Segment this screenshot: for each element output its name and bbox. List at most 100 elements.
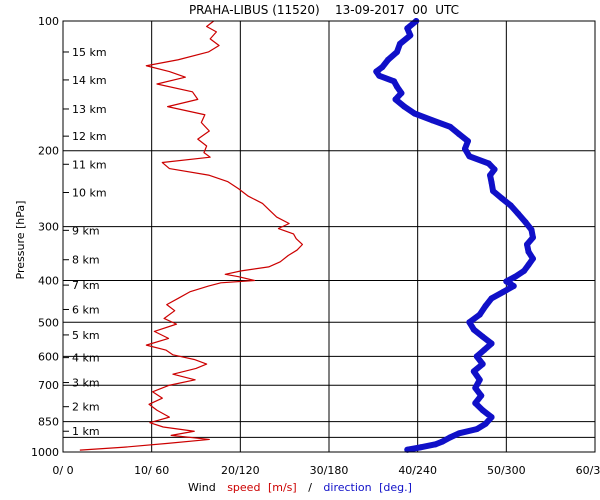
height-label: 5 km — [72, 329, 100, 342]
direction-point — [491, 166, 498, 173]
series-layer — [79, 18, 536, 453]
direction-point — [485, 160, 492, 167]
direction-point — [521, 267, 528, 274]
x-tick-label: 20/120 — [221, 464, 260, 477]
plot-frame — [62, 20, 596, 453]
direction-point — [487, 172, 494, 179]
direction-point — [470, 326, 477, 333]
height-label: 4 km — [72, 352, 100, 365]
x-axis-label-wind: Wind — [188, 481, 216, 494]
direction-point — [393, 48, 400, 55]
direction-point — [432, 441, 439, 448]
direction-point — [522, 219, 529, 226]
x-tick-label: 40/240 — [398, 464, 437, 477]
x-axis-label: Wind speed [m/s] / direction [deg.] — [188, 481, 412, 494]
direction-point — [385, 56, 392, 63]
direction-point — [479, 361, 486, 368]
height-label: 6 km — [72, 303, 100, 316]
x-axis-label-speed: speed — [227, 481, 260, 494]
y-axis-label: Pressure [hPa] — [14, 201, 27, 280]
direction-point — [407, 32, 414, 39]
pressure-tick-label: 300 — [38, 221, 59, 234]
height-label: 10 km — [72, 187, 107, 200]
pressure-tick-label: 400 — [38, 274, 59, 287]
direction-point — [391, 78, 398, 85]
direction-point — [401, 103, 408, 110]
direction-point — [470, 368, 477, 375]
direction-point — [373, 68, 380, 75]
direction-point — [439, 438, 446, 445]
direction-point — [472, 384, 479, 391]
direction-point — [525, 248, 532, 255]
height-label: 8 km — [72, 254, 100, 267]
x-tick-label: 30/180 — [310, 464, 349, 477]
pressure-tick-label: 500 — [38, 316, 59, 329]
pressure-tick-labels: 100 200 300 400 500 600 700 850 1000 — [31, 15, 59, 459]
direction-point — [464, 138, 471, 145]
height-label: 12 km — [72, 130, 107, 143]
direction-point — [398, 90, 405, 97]
pressure-tick-label: 600 — [38, 350, 59, 363]
x-tick-label: 60/360 — [576, 464, 600, 477]
pressure-tick-label: 850 — [38, 416, 59, 429]
pressure-tick-label: 1000 — [31, 446, 59, 459]
x-tick-label: 0/ 0 — [52, 464, 73, 477]
direction-point — [447, 434, 454, 441]
x-axis-label-direction-unit: [deg.] — [379, 481, 412, 494]
direction-point — [461, 145, 468, 152]
direction-point — [500, 288, 507, 295]
x-axis-label-speed-unit: [m/s] — [268, 481, 297, 494]
height-label: 2 km — [72, 401, 100, 414]
direction-point — [393, 83, 400, 90]
chart-title: PRAHA-LIBUS (11520) 13-09-2017 00 UTC — [189, 3, 459, 17]
height-label: 9 km — [72, 224, 100, 237]
direction-point — [404, 25, 411, 32]
height-label: 11 km — [72, 158, 107, 171]
direction-point — [524, 241, 531, 248]
direction-point — [482, 420, 489, 427]
direction-point — [481, 347, 488, 354]
direction-point — [456, 131, 463, 138]
height-label: 3 km — [72, 377, 100, 390]
direction-point — [482, 302, 489, 309]
direction-point — [515, 210, 522, 217]
height-labels: 15 km 14 km 13 km 12 km 11 km 10 km 9 km 8 km 7 … — [63, 46, 107, 438]
direction-point — [417, 444, 424, 451]
direction-point — [396, 40, 403, 47]
x-axis-label-direction: direction — [323, 481, 371, 494]
direction-point — [466, 153, 473, 160]
direction-point — [429, 117, 436, 124]
direction-point — [456, 430, 463, 437]
direction-point — [476, 311, 483, 318]
direction-point — [488, 179, 495, 186]
x-tick-label: 10/ 60 — [134, 464, 169, 477]
direction-point — [478, 392, 485, 399]
direction-point — [488, 340, 495, 347]
direction-point — [479, 333, 486, 340]
direction-point — [503, 278, 510, 285]
x-tick-labels: 0/ 0 10/ 60 20/120 30/180 40/240 50/300 60/360 — [52, 464, 600, 477]
direction-point — [476, 376, 483, 383]
direction-point — [404, 446, 411, 453]
direction-point — [392, 96, 399, 103]
height-label: 7 km — [72, 279, 100, 292]
direction-point — [528, 226, 535, 233]
direction-point — [512, 273, 519, 280]
height-label: 1 km — [72, 425, 100, 438]
direction-point — [473, 426, 480, 433]
direction-point — [488, 295, 495, 302]
height-label: 13 km — [72, 103, 107, 116]
direction-point — [447, 123, 454, 130]
height-label: 15 km — [72, 46, 107, 59]
direction-point — [529, 234, 536, 241]
direction-point — [507, 202, 514, 209]
direction-point — [472, 400, 479, 407]
pressure-tick-label: 200 — [38, 145, 59, 158]
direction-point — [473, 353, 480, 360]
direction-point — [379, 64, 386, 71]
pressure-tick-label: 100 — [38, 15, 59, 28]
direction-point — [479, 407, 486, 414]
direction-point — [498, 195, 505, 202]
x-tick-label: 50/300 — [487, 464, 526, 477]
